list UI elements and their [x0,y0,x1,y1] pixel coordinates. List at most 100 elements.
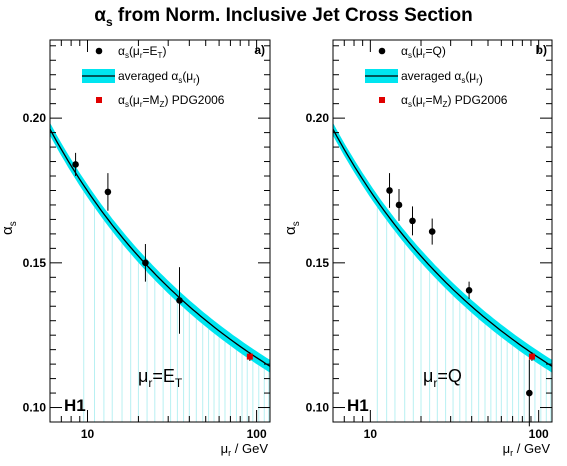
legend-label-main: averaged α [401,69,461,83]
legend-label-open: (μ [412,44,423,58]
legend-label-sub2: r [140,100,143,109]
averaged-alpha-curve [333,128,552,367]
legend-label-main: α [118,93,125,107]
plot-area [50,122,270,422]
legend-label-sub3: Z [443,100,448,109]
x-axis-title: μr / GeV [503,441,551,458]
legend-label-open: (μ [129,93,140,107]
y-axis-title-sub: s [291,221,302,226]
y-tick-label: 0.10 [23,401,47,415]
legend-label-eq: =E [143,44,158,58]
legend-label-close: ) [442,44,446,58]
legend-label-open: (μ [129,44,140,58]
figure-title-symbol: α [94,5,106,26]
plot-frame [332,39,553,423]
experiment-label: H1 [347,396,369,415]
legend-label-sub: s [461,76,465,85]
y-axis-title-main: α [0,226,16,235]
pdg-marker [528,353,535,360]
legend-label-main: α [401,44,408,58]
legend-label: averaged αs(μr) [401,69,483,86]
y-axis-title-main: α [282,226,299,235]
legend-label-sub2: r [476,76,479,85]
legend-label: αs(μr=MZ) PDG2006 [118,93,225,109]
legend-label-open: (μ [412,93,423,107]
legend-label-sub3: T [158,51,163,60]
legend-label-sub: s [125,100,129,109]
y-tick-label: 0.10 [306,401,330,415]
data-point [465,287,473,294]
x-tick-label: 100 [529,427,549,441]
figure-title-sub: s [106,15,113,29]
legend-label-close: ) [479,72,483,86]
legend-label-close: ) [162,44,166,58]
data-point [395,201,403,209]
legend: αs(μr=Q)averaged αs(μr)αs(μr=MZ) PDG2006 [365,44,508,109]
x-axis-title-main: μ [221,441,229,456]
legend-label-open: (μ [465,69,476,83]
scale-label-main: μ [138,366,148,386]
panel-label: b) [536,43,547,57]
scale-label-sub: r [148,376,152,390]
legend-label-main: α [401,93,408,107]
x-axis-title-main: μ [503,441,511,456]
data-point [72,161,79,168]
legend-label: αs(μr=Q) [401,44,446,60]
averaged-alpha-curve [50,128,270,367]
legend-label-sub: s [178,76,182,85]
legend-label-sub: s [408,51,412,60]
legend-label-eq: =Q [426,44,442,58]
legend-label-sub2: r [140,51,143,60]
legend-label-sub2: r [423,51,426,60]
y-tick-label: 0.20 [23,111,47,125]
data-point [409,217,416,225]
x-axis-title: μr / GeV [221,441,269,458]
y-tick-label: 0.15 [306,256,330,270]
legend-label: αs(μr=ET) [118,44,166,60]
scale-label-sub: r [433,376,437,390]
data-point [526,389,533,397]
data-point [142,259,149,267]
plot-area [333,122,552,422]
y-axis-title-sub: s [8,221,19,226]
y-axis-title: αs [0,221,19,235]
x-tick-label: 100 [247,427,267,441]
panel-label: a) [254,43,265,57]
legend-label-eq: =M [426,93,443,107]
averaged-alpha-band [333,122,552,373]
legend-label-sub2: r [423,100,426,109]
y-tick-label: 0.20 [306,111,330,125]
scale-label-eq: =Q [437,366,462,386]
scale-label-main: μ [423,366,433,386]
scale-label-eq: =E [152,366,175,386]
legend-label: averaged αs(μr) [118,69,200,86]
legend-label-close: ) PDG2006 [164,93,224,107]
legend-label-eq: =M [143,93,160,107]
legend-label: αs(μr=MZ) PDG2006 [401,93,508,109]
legend-label-sub: s [408,100,412,109]
figure-title: αs from Norm. Inclusive Jet Cross Sectio… [94,5,472,29]
scale-choice-label: μr=ET [138,366,183,390]
averaged-alpha-band [50,122,270,373]
x-tick-label: 10 [81,427,95,441]
x-axis-title-rest: / GeV [513,441,550,456]
legend-square-marker [96,97,102,103]
x-axis-title-sub: r [510,448,513,458]
scale-label-eq-sub: T [175,376,183,390]
legend-label-main: α [118,44,125,58]
x-axis-title-sub: r [228,448,231,458]
legend-square-marker [379,97,385,103]
legend: αs(μr=ET)averaged αs(μr)αs(μr=MZ) PDG200… [82,44,225,109]
legend-label-close: ) [196,72,200,86]
figure-title-text: from Norm. Inclusive Jet Cross Section [113,5,473,26]
data-point [428,228,436,235]
experiment-label: H1 [64,396,86,415]
x-tick-label: 10 [364,427,378,441]
data-point [104,188,112,196]
legend-label-sub2: r [193,76,196,85]
y-tick-label: 0.15 [23,256,47,270]
scale-choice-label: μr=Q [423,366,462,390]
